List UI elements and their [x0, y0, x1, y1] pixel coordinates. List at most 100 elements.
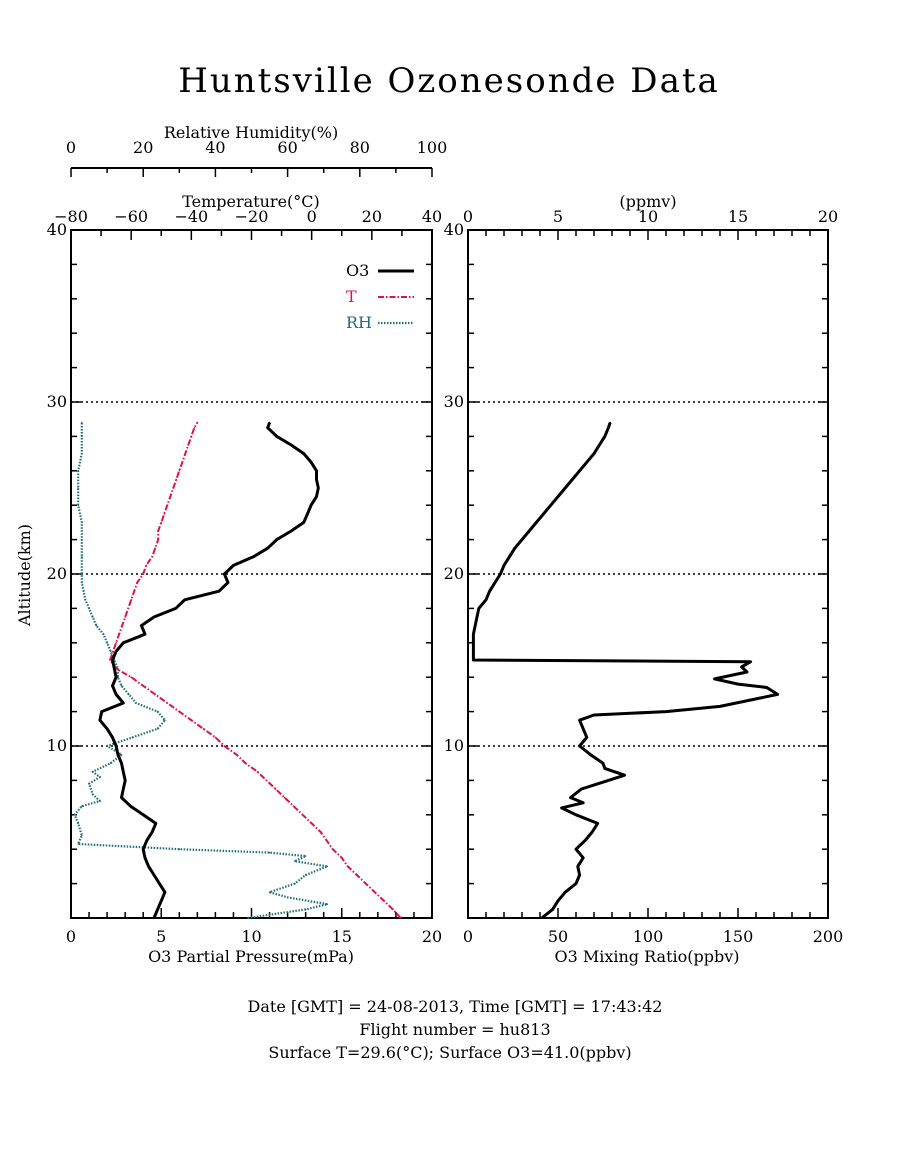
- data-point: [737, 683, 739, 685]
- data-point: [749, 660, 752, 663]
- data-point: [578, 874, 581, 876]
- data-point: [304, 855, 307, 857]
- x-tick-label: −40: [174, 207, 208, 226]
- data-point: [153, 917, 155, 919]
- x-tick-label: 15: [332, 927, 352, 946]
- data-point: [256, 771, 259, 773]
- data-point: [582, 802, 584, 804]
- data-point: [183, 599, 186, 601]
- data-point: [266, 427, 269, 429]
- data-point: [604, 767, 606, 770]
- data-point: [142, 685, 144, 687]
- y-tick-label: 30: [444, 392, 464, 411]
- data-point: [144, 633, 146, 635]
- data-point: [584, 839, 586, 842]
- data-point: [84, 599, 87, 601]
- data-point: [303, 521, 305, 524]
- data-point: [266, 547, 269, 549]
- data-point: [528, 530, 530, 532]
- data-point: [227, 581, 229, 584]
- data-point: [158, 882, 161, 885]
- data-point: [665, 710, 667, 713]
- data-point: [109, 762, 112, 764]
- data-point: [301, 814, 304, 816]
- data-point: [607, 779, 610, 782]
- data-point: [508, 556, 511, 558]
- data-point: [184, 452, 187, 455]
- data-point: [81, 573, 83, 575]
- data-point: [109, 650, 112, 653]
- data-point: [112, 650, 114, 653]
- data-point: [115, 642, 117, 644]
- data-point: [142, 814, 144, 816]
- data-point: [117, 753, 119, 756]
- data-point: [99, 776, 101, 778]
- rh-tick-label: 100: [417, 138, 448, 157]
- data-point: [77, 822, 79, 825]
- data-point: [142, 573, 144, 575]
- data-point: [472, 633, 475, 635]
- data-point: [218, 590, 220, 592]
- data-point: [494, 581, 496, 584]
- data-point: [95, 624, 98, 627]
- data-point: [190, 435, 193, 438]
- data-point: [564, 891, 566, 893]
- x-tick-label: 200: [813, 927, 844, 946]
- rh-tick-label: 80: [350, 138, 370, 157]
- data-point: [276, 435, 278, 438]
- data-point: [569, 796, 572, 799]
- legend-label-rh: RH: [346, 313, 372, 332]
- data-point: [276, 538, 278, 541]
- left-panel: 10 20 30 40 0 5 10 15 20 −80 −60 −40 −20 0 20 40 0 20 40 60…: [15, 123, 447, 966]
- x-tick-label: 150: [723, 927, 754, 946]
- data-point: [294, 860, 296, 862]
- data-point: [268, 421, 271, 424]
- data-point: [593, 452, 595, 455]
- data-point: [488, 590, 491, 592]
- x-tick-label: 50: [548, 927, 568, 946]
- x-tick-label: 0: [307, 207, 317, 226]
- data-point: [331, 848, 334, 850]
- legend-label-o3: O3: [346, 261, 369, 280]
- data-point: [122, 771, 125, 773]
- data-point: [77, 487, 79, 489]
- x-tick-label: 0: [463, 207, 473, 226]
- data-point: [128, 693, 130, 696]
- data-point: [713, 678, 716, 680]
- data-point: [268, 891, 271, 893]
- data-point: [315, 478, 318, 481]
- data-point: [153, 874, 155, 876]
- data-point: [244, 762, 247, 764]
- data-point: [551, 908, 554, 911]
- data-point: [81, 452, 83, 455]
- data-point: [156, 710, 159, 713]
- data-point: [124, 616, 126, 618]
- series-line-o3: [98, 422, 320, 919]
- data-point: [178, 470, 181, 472]
- data-point: [91, 771, 94, 773]
- data-point: [575, 882, 577, 885]
- y-tick-label: 20: [444, 564, 464, 583]
- data-point: [157, 530, 159, 532]
- data-point: [347, 865, 349, 868]
- data-point: [115, 650, 117, 653]
- data-point: [472, 659, 475, 661]
- x-tick-label: 0: [463, 927, 473, 946]
- data-point: [310, 822, 313, 825]
- x-tick-label: 5: [553, 207, 563, 226]
- data-point: [160, 900, 163, 902]
- data-point: [214, 736, 217, 739]
- data-point: [135, 702, 137, 704]
- data-point: [115, 745, 117, 747]
- data-point: [160, 521, 163, 524]
- data-point: [304, 874, 307, 876]
- data-point: [157, 538, 159, 541]
- data-point: [392, 908, 394, 911]
- data-point: [315, 495, 318, 498]
- data-point: [178, 710, 181, 713]
- data-point: [575, 814, 577, 816]
- data-point: [609, 421, 611, 424]
- data-point: [740, 666, 743, 668]
- data-point: [374, 891, 376, 893]
